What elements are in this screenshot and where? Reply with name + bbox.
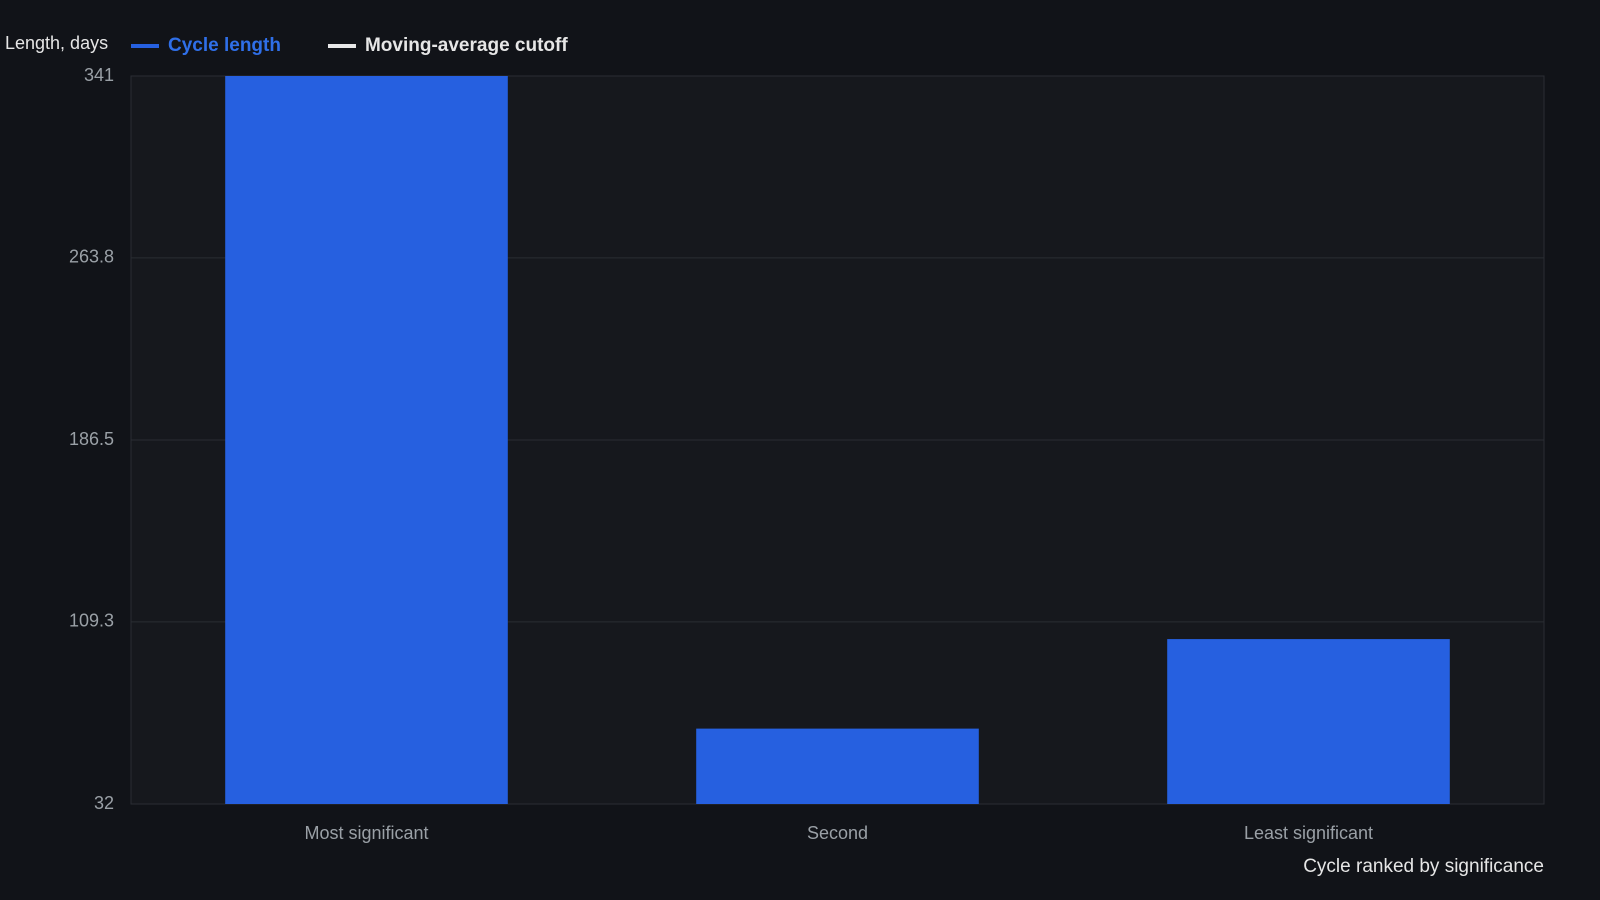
bar bbox=[696, 728, 979, 804]
x-tick-label: Most significant bbox=[304, 823, 428, 843]
y-axis-label: Length, days bbox=[5, 33, 108, 53]
x-tick-label: Second bbox=[807, 823, 868, 843]
x-axis-label: Cycle ranked by significance bbox=[1303, 856, 1544, 877]
y-tick-label: 109.3 bbox=[69, 611, 114, 631]
y-tick-label: 186.5 bbox=[69, 429, 114, 449]
y-tick-label: 32 bbox=[94, 793, 114, 813]
x-tick-label: Least significant bbox=[1244, 823, 1373, 843]
y-tick-label: 341 bbox=[84, 65, 114, 85]
y-tick-label: 263.8 bbox=[69, 247, 114, 267]
legend-label: Moving-average cutoff bbox=[365, 35, 568, 56]
bar bbox=[225, 76, 508, 804]
legend-label: Cycle length bbox=[168, 35, 281, 56]
bar bbox=[1167, 639, 1450, 804]
